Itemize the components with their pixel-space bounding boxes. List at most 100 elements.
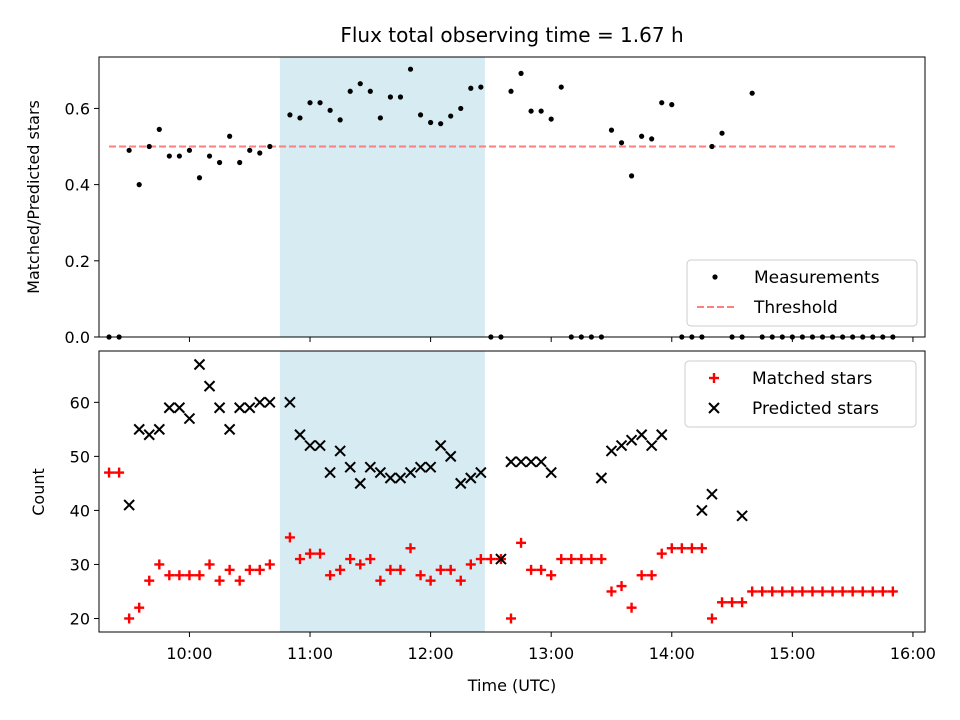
matched-point bbox=[184, 570, 195, 581]
legend-matched-label: Matched stars bbox=[752, 369, 872, 389]
predicted-point bbox=[334, 445, 346, 457]
x-tick-label: 16:00 bbox=[890, 644, 936, 663]
y-tick-label: 40 bbox=[70, 501, 90, 520]
matched-point bbox=[345, 554, 356, 565]
predicted-point bbox=[344, 461, 356, 473]
measurement-point bbox=[317, 100, 323, 106]
predicted-point bbox=[455, 477, 467, 490]
predicted-point bbox=[324, 466, 336, 479]
matched-point bbox=[656, 548, 667, 559]
matched-point bbox=[325, 570, 336, 581]
x-tick-label: 13:00 bbox=[528, 644, 574, 663]
matched-point bbox=[646, 570, 657, 581]
matched-point bbox=[204, 559, 215, 570]
x-tick-label: 15:00 bbox=[769, 644, 815, 663]
predicted-point bbox=[414, 461, 427, 473]
matched-point bbox=[465, 559, 476, 570]
matched-point bbox=[847, 586, 858, 597]
y-tick-label: 0.4 bbox=[65, 176, 90, 195]
matched-point bbox=[455, 575, 466, 586]
matched-point bbox=[264, 559, 275, 570]
y-tick-label: 20 bbox=[70, 609, 90, 628]
predicted-point bbox=[183, 412, 196, 425]
matched-point bbox=[757, 586, 768, 597]
measurement-point bbox=[478, 84, 484, 90]
measurement-point bbox=[126, 147, 132, 153]
measurement-point bbox=[206, 153, 213, 159]
matched-point bbox=[244, 564, 255, 575]
measurement-point bbox=[407, 66, 414, 72]
measurement-point bbox=[659, 100, 665, 106]
matched-point bbox=[686, 543, 697, 554]
matched-point bbox=[747, 586, 758, 597]
matched-point bbox=[626, 602, 637, 613]
measurement-point bbox=[186, 147, 193, 153]
predicted-point bbox=[364, 461, 377, 473]
predicted-point bbox=[264, 396, 276, 409]
matched-point bbox=[586, 554, 597, 565]
matched-stars-points bbox=[104, 467, 898, 624]
matched-point bbox=[164, 570, 175, 581]
predicted-point bbox=[233, 402, 246, 414]
predicted-point bbox=[434, 439, 447, 452]
matched-point bbox=[696, 543, 707, 554]
measurement-point bbox=[377, 115, 383, 121]
measurement-point bbox=[247, 147, 253, 153]
chart-title: Flux total observing time = 1.67 h bbox=[340, 23, 683, 47]
measurement-point bbox=[428, 119, 434, 126]
predicted-point bbox=[173, 402, 186, 414]
matched-point bbox=[767, 586, 778, 597]
matched-point bbox=[284, 532, 295, 543]
predicted-point bbox=[193, 358, 206, 371]
matched-point bbox=[144, 575, 155, 586]
measurement-point bbox=[548, 116, 554, 122]
matched-point bbox=[717, 597, 728, 608]
predicted-point bbox=[645, 439, 658, 452]
top-y-ticks: 0.0 0.2 0.4 0.6 bbox=[65, 99, 99, 347]
matched-point bbox=[676, 543, 687, 554]
predicted-point bbox=[495, 553, 507, 565]
measurement-point bbox=[307, 100, 313, 106]
matched-point bbox=[817, 586, 828, 597]
bottom-legend-box bbox=[684, 360, 917, 428]
measurement-point bbox=[669, 102, 675, 108]
measurement-point bbox=[709, 143, 715, 150]
matched-point bbox=[827, 586, 838, 597]
matched-point bbox=[737, 597, 748, 608]
predicted-point bbox=[374, 466, 387, 479]
matched-point bbox=[887, 586, 898, 597]
matched-point bbox=[425, 575, 436, 586]
matched-point bbox=[877, 586, 888, 597]
predicted-stars-points bbox=[123, 358, 748, 565]
matched-point bbox=[475, 554, 486, 565]
measurement-point bbox=[237, 159, 243, 166]
x-tick-label: 14:00 bbox=[649, 644, 695, 663]
x-axis-label: Time (UTC) bbox=[467, 676, 556, 695]
matched-point bbox=[214, 575, 225, 586]
predicted-point bbox=[223, 423, 236, 436]
matched-point bbox=[415, 570, 426, 581]
matched-point bbox=[194, 570, 205, 581]
measurement-point bbox=[558, 84, 564, 90]
predicted-point bbox=[254, 396, 266, 409]
measurement-point bbox=[719, 130, 725, 136]
bottom-x-ticks: 10:00 11:00 12:00 13:00 14:00 15:00 16:00 bbox=[166, 632, 936, 663]
measurement-point bbox=[538, 108, 544, 114]
matched-point bbox=[355, 559, 366, 570]
matched-point bbox=[867, 586, 878, 597]
measurement-point bbox=[327, 107, 333, 113]
measurement-point bbox=[367, 88, 373, 94]
measurement-point bbox=[347, 88, 353, 94]
measurement-point bbox=[528, 108, 534, 114]
bottom-y-axis-label: Count bbox=[29, 468, 48, 516]
predicted-point bbox=[153, 423, 165, 436]
matched-point bbox=[807, 586, 818, 597]
measurement-point bbox=[337, 117, 343, 123]
predicted-point bbox=[545, 466, 557, 479]
predicted-point bbox=[284, 396, 296, 409]
predicted-point bbox=[595, 472, 608, 484]
matched-point bbox=[385, 564, 396, 575]
predicted-point bbox=[656, 429, 668, 441]
bottom-legend: Matched stars Predicted stars bbox=[684, 360, 917, 428]
